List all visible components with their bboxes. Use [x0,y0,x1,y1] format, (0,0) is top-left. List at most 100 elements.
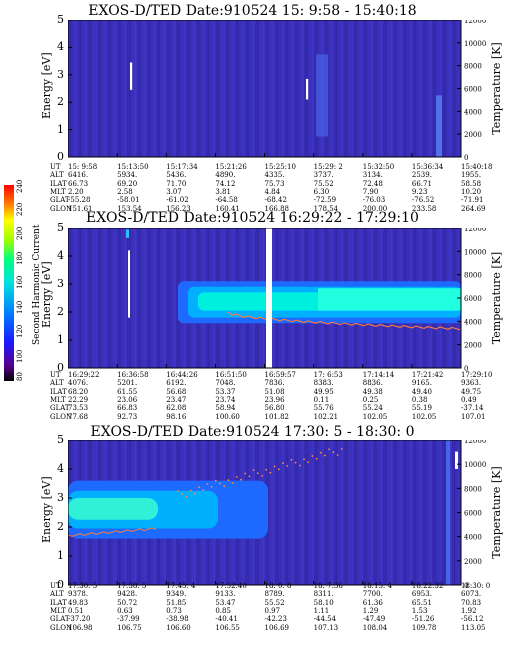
ephemeris-row-label: GLAT [50,404,70,413]
spectrogram-streak [200,20,202,157]
temperature-point [198,486,200,489]
spectrogram-streak [140,228,143,368]
spectrogram-streak [288,440,290,585]
ephemeris-cell: 50.72 [117,598,138,607]
ephemeris-cell: 98.16 [166,412,187,421]
temperature-point [315,457,318,460]
spectrogram-streak [152,228,155,368]
ephemeris-cell: 23.74 [215,395,236,404]
spectrogram-streak [420,440,422,585]
spectrogram-streak [387,440,389,585]
y-tick-label: 4 [57,462,64,475]
ephemeris-cell: 53.37 [215,387,236,396]
intensity-patch [446,440,450,585]
ephemeris-cell: 0.97 [264,606,281,615]
ephemeris-cell: 15:21:26 [215,163,247,171]
spectrogram-streak [83,20,86,157]
spectrogram-streak [335,20,338,157]
spectrogram-streak [280,440,283,585]
spectrogram-streak [276,440,279,585]
spectrogram-streak [91,20,93,157]
ephemeris-cell: 55.19 [411,404,432,413]
spectrogram-streak [255,20,257,157]
spectrogram-streak [144,20,147,157]
ephemeris-row-label: GLAT [50,615,70,624]
panel-2-ephemeris: UT ALT ILAT MLT GLAT GLON 16:29:22 4076. 68.20 22… [50,371,492,421]
spectrogram-streak [444,440,446,585]
colorbar-tick-label: 100 [16,349,24,363]
spectrogram-streak [211,20,214,157]
spectrogram-streak [339,440,342,585]
spectrogram-streak [408,20,411,157]
y2-tick-label: 6000 [464,510,482,518]
ephemeris-cell: 0.11 [313,395,330,404]
spectrogram-streak [361,20,363,157]
spectrogram-streak [257,20,259,157]
spectrogram-streak [241,20,243,157]
spectrogram-streak [282,20,285,157]
ephemeris-cell: 102.05 [411,412,437,421]
spectrogram-streak [249,20,251,157]
spectrogram-streak [375,440,377,585]
ephemeris-cell: 6953. [411,590,432,599]
y-tick-label: 5 [57,221,64,234]
spectrogram-streak [302,20,304,157]
ephemeris-cell: -58.01 [117,196,140,205]
spectrogram-streak [280,20,283,157]
spectrogram-streak [138,20,141,157]
ephemeris-cell: 51.85 [166,598,187,607]
ephemeris-cell: 73.53 [68,404,89,413]
y2-tick-label: 4000 [464,318,482,326]
ephemeris-cell: 58.10 [313,598,334,607]
y-axis-label: Energy [eV] [40,261,53,328]
spectrogram-streak [209,20,212,157]
spectrogram-streak [79,228,82,368]
spectrogram-streak [341,440,344,585]
spectrogram-streak [135,20,137,157]
ephemeris-cell: 156.23 [166,204,191,213]
ephemeris-cell: -76.52 [411,196,435,205]
ephemeris-cell: -42.23 [264,615,287,624]
ephemeris-cell: -68.42 [264,196,287,205]
ephemeris-cell: -61.02 [166,196,189,205]
spectrogram-streak [109,228,111,368]
spectrogram-streak [337,440,340,585]
spectrogram-streak [144,228,147,368]
ephemeris-cell: 51.08 [264,387,285,396]
ephemeris-cell: 106.75 [117,623,142,632]
ephemeris-cell: 8383. [313,379,334,388]
spectrogram-streak [111,228,113,368]
spectrogram-streak [375,20,377,157]
ephemeris-cell: -37.14 [461,404,484,413]
ephemeris-row-label: GLON [50,412,73,421]
spectrogram-streak [444,20,446,157]
spectrogram-streak [377,20,379,157]
spectrogram-streak [150,228,153,368]
spectrogram-streak [170,228,172,368]
spectrogram-streak [117,228,119,368]
spectrogram-streak [89,228,92,368]
spectrogram-streak [400,440,403,585]
temperature-point [328,448,331,451]
spectrogram-streak [137,20,139,157]
spectrogram-streak [184,20,186,157]
ephemeris-cell: 200.00 [362,204,388,213]
y2-tick-label: 6000 [464,86,482,94]
spectrogram-streak [190,20,192,157]
spectrogram-streak [146,20,149,157]
y2-tick-label: 10000 [464,248,486,256]
temperature-point [303,458,305,461]
spectrogram-streak [304,20,306,157]
spectrogram-streak [103,228,105,368]
y-tick-label: 3 [57,67,64,81]
spectrogram-streak [365,440,367,585]
spectrogram-streak [381,20,383,157]
ephemeris-cell: 0.73 [166,606,182,615]
ephemeris-cell: -56.12 [461,615,484,624]
spectrogram-streak [93,20,95,157]
spectrogram-streak [91,228,93,368]
spectrogram-streak [259,20,261,157]
spectrogram-streak [430,440,432,585]
ephemeris-cell: 17:29:10 [461,371,493,379]
spectrogram-streak [115,20,117,157]
